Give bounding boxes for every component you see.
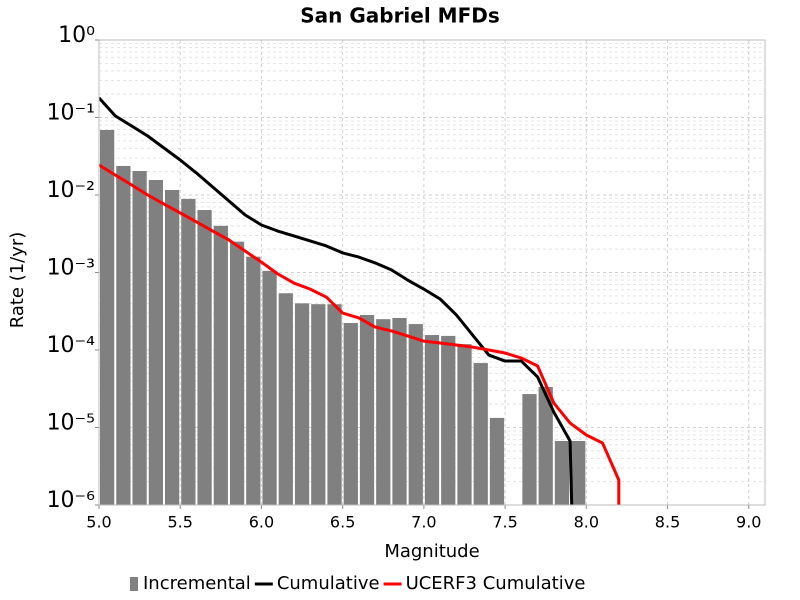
x-tick-label: 8.5	[655, 513, 680, 532]
bar	[164, 190, 180, 505]
y-tick-label: 10⁻¹	[47, 101, 95, 126]
legend-label: Incremental	[143, 573, 251, 594]
bar	[294, 303, 310, 505]
chart-title: San Gabriel MFDs	[300, 4, 500, 28]
y-tick-label: 10⁻²	[47, 178, 95, 203]
y-tick-label: 10⁻⁵	[47, 411, 95, 436]
bar	[441, 335, 456, 505]
bar	[522, 394, 537, 505]
x-tick-label: 6.5	[330, 513, 355, 532]
bar	[116, 165, 131, 505]
x-tick-label: 5.0	[86, 513, 111, 532]
x-tick-label: 7.0	[411, 513, 436, 532]
bar	[278, 293, 293, 505]
bar	[376, 319, 391, 505]
bar	[181, 198, 196, 505]
bar	[343, 323, 358, 505]
series-layer	[99, 96, 621, 505]
bar	[213, 225, 228, 505]
bar	[262, 270, 277, 505]
x-tick-label: 6.0	[249, 513, 274, 532]
bar	[311, 304, 326, 505]
bar	[408, 324, 423, 505]
y-tick-label: 10⁻⁴	[47, 333, 96, 358]
bar	[197, 210, 212, 505]
x-tick-label: 5.5	[167, 513, 192, 532]
line	[99, 96, 574, 505]
bar	[489, 417, 505, 505]
bar	[424, 335, 440, 505]
x-axis-label: Magnitude	[384, 541, 479, 562]
bar	[538, 387, 553, 505]
legend-swatch	[130, 577, 138, 591]
line	[99, 163, 621, 505]
bar	[554, 440, 570, 505]
x-tick-label: 7.5	[492, 513, 517, 532]
bar	[571, 440, 586, 505]
bar	[457, 344, 472, 505]
y-tick-label: 10⁻³	[47, 256, 95, 281]
bar	[327, 304, 342, 505]
y-axis-label: Rate (1/yr)	[7, 232, 28, 329]
plot-border	[98, 39, 766, 506]
bar	[100, 129, 115, 505]
bar	[359, 314, 375, 505]
bar	[473, 363, 488, 505]
y-tick-label: 10⁻⁶	[47, 488, 96, 513]
bar	[392, 317, 407, 505]
y-tick-label: 10⁰	[58, 23, 95, 48]
bar	[132, 171, 147, 505]
legend-label: UCERF3 Cumulative	[406, 573, 586, 594]
x-tick-label: 8.0	[574, 513, 599, 532]
bar	[148, 180, 163, 505]
x-tick-label: 9.0	[736, 513, 761, 532]
bar	[246, 256, 261, 505]
legend-label: Cumulative	[277, 573, 380, 594]
bar	[229, 241, 245, 505]
